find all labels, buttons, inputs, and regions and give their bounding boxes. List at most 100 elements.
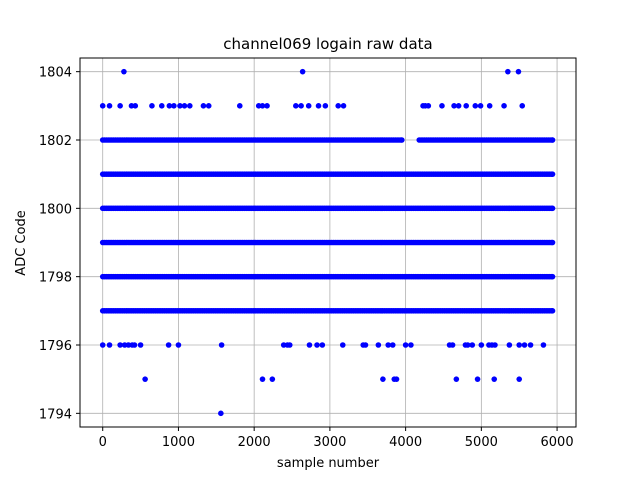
data-point xyxy=(380,376,386,382)
data-point xyxy=(449,342,456,348)
data-point xyxy=(106,342,113,348)
data-point xyxy=(137,342,144,348)
data-point xyxy=(319,342,326,348)
data-point xyxy=(259,103,266,109)
y-tick-label: 1800 xyxy=(39,202,72,217)
y-tick-label: 1804 xyxy=(39,66,72,81)
data-point xyxy=(187,103,193,109)
data-point xyxy=(158,103,165,109)
chart-title: channel069 logain raw data xyxy=(223,35,432,53)
data-point xyxy=(540,342,547,348)
data-point xyxy=(385,342,392,348)
data-point xyxy=(527,342,534,348)
data-point xyxy=(463,103,470,109)
x-tick-label: 0 xyxy=(99,435,107,450)
data-point xyxy=(451,103,457,109)
data-point xyxy=(425,103,432,109)
data-point xyxy=(393,376,400,382)
data-point xyxy=(314,342,320,348)
data-point xyxy=(171,103,177,109)
data-point xyxy=(478,342,485,348)
data-point xyxy=(519,103,526,109)
data-point xyxy=(399,137,405,143)
y-tick-label: 1798 xyxy=(39,271,72,286)
data-point xyxy=(306,342,313,348)
data-point xyxy=(99,342,106,348)
data-point xyxy=(175,342,182,348)
data-point xyxy=(106,103,113,109)
data-point xyxy=(121,68,127,75)
data-point xyxy=(492,342,498,348)
data-point xyxy=(298,103,304,109)
y-axis-label: ADC Code xyxy=(14,210,29,275)
x-tick-label: 3000 xyxy=(313,435,346,450)
plot-area-frame xyxy=(79,57,577,428)
data-point xyxy=(474,376,481,382)
data-point xyxy=(389,342,396,348)
data-point xyxy=(453,376,460,382)
data-point xyxy=(375,342,382,348)
data-point xyxy=(315,103,322,109)
data-point xyxy=(132,103,139,109)
data-point xyxy=(549,273,556,280)
data-point xyxy=(131,342,138,348)
x-axis-label: sample number xyxy=(277,456,380,471)
data-point xyxy=(439,103,445,109)
data-point xyxy=(99,103,106,109)
data-point xyxy=(181,103,188,109)
data-point xyxy=(335,103,342,109)
data-point xyxy=(264,103,270,109)
data-point xyxy=(142,376,148,382)
ticks: 0 1000 2000 3000 4000 5000 6000 1794 1796 1798 180… xyxy=(39,66,574,450)
data-point xyxy=(166,103,173,109)
data-point xyxy=(177,103,183,109)
data-point xyxy=(200,103,207,109)
data-point xyxy=(339,342,346,348)
x-tick-label: 1000 xyxy=(162,435,195,450)
data-point xyxy=(505,68,511,75)
data-point xyxy=(293,103,299,109)
y-tick-label: 1796 xyxy=(39,339,72,354)
data-point xyxy=(469,342,476,348)
data-point xyxy=(486,103,493,109)
data-point xyxy=(402,342,409,348)
data-point xyxy=(501,103,507,109)
data-point xyxy=(362,342,369,348)
y-tick-label: 1802 xyxy=(39,134,72,149)
data-point xyxy=(464,342,471,348)
data-point xyxy=(117,103,123,109)
data-point xyxy=(286,342,293,348)
y-tick-label: 1794 xyxy=(39,407,72,422)
data-point xyxy=(165,342,172,348)
data-point xyxy=(516,376,523,382)
data-point xyxy=(305,103,312,109)
x-tick-label: 4000 xyxy=(389,435,422,450)
data-point xyxy=(117,342,123,348)
data-point xyxy=(259,376,266,382)
data-point xyxy=(477,103,484,109)
data-point xyxy=(549,239,556,246)
data-point xyxy=(218,342,225,348)
x-tick-label: 2000 xyxy=(238,435,271,450)
data-point xyxy=(515,68,522,75)
data-point xyxy=(322,103,329,109)
data-point xyxy=(549,137,556,143)
data-point xyxy=(549,171,556,177)
data-points xyxy=(99,68,556,417)
data-point xyxy=(408,342,414,348)
data-point xyxy=(149,103,155,109)
data-point xyxy=(218,410,224,417)
data-point xyxy=(516,342,523,348)
data-point xyxy=(340,103,347,109)
x-tick-label: 5000 xyxy=(465,435,498,450)
data-point xyxy=(549,308,556,314)
data-point xyxy=(455,103,462,109)
data-point xyxy=(506,342,513,348)
data-point xyxy=(269,376,276,382)
x-tick-label: 6000 xyxy=(541,435,574,450)
data-point xyxy=(205,103,212,109)
data-point xyxy=(236,103,243,109)
data-point xyxy=(521,342,528,348)
data-point xyxy=(299,68,306,75)
